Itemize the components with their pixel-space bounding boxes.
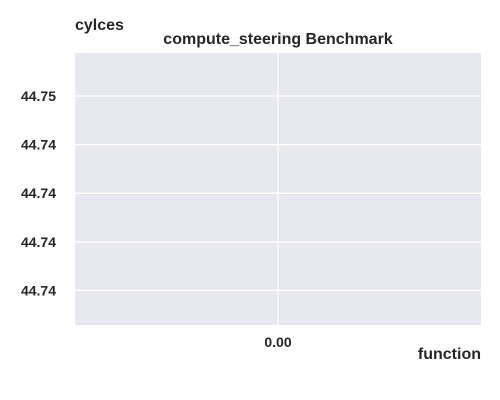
y-axis-label: cylces	[75, 17, 124, 34]
chart-title: compute_steering Benchmark	[163, 31, 393, 48]
x-tick-label: 0.00	[264, 334, 291, 350]
y-tick-label: 44.75	[21, 88, 56, 104]
y-tick-label: 44.74	[21, 282, 56, 298]
y-tick-label: 44.74	[21, 234, 56, 250]
x-axis-label: function	[418, 346, 481, 363]
y-tick-label: 44.74	[21, 185, 56, 201]
grid-lines	[75, 53, 481, 325]
tick-labels: 44.75 44.74 44.74 44.74 44.74 0.00	[21, 88, 292, 350]
y-tick-label: 44.74	[21, 137, 56, 153]
